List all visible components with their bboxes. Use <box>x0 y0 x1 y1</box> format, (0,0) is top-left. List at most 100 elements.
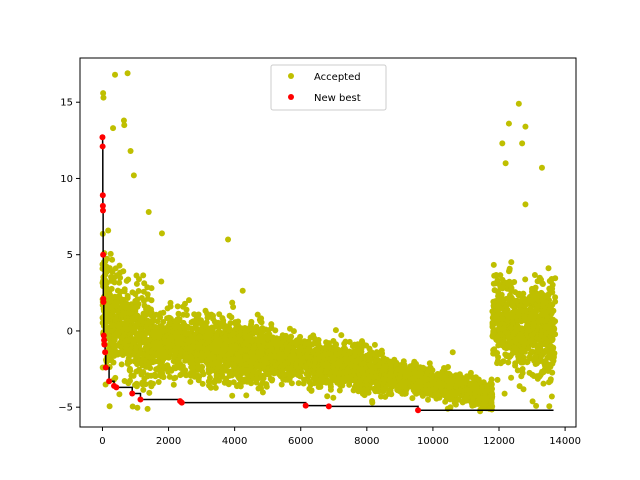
accepted-point <box>268 346 275 353</box>
accepted-point <box>251 344 258 351</box>
accepted-point <box>211 318 218 325</box>
accepted-point <box>140 386 147 393</box>
accepted-point <box>128 326 135 333</box>
accepted-point <box>184 345 191 352</box>
accepted-point <box>342 338 349 345</box>
accepted-point <box>438 387 445 394</box>
accepted-point <box>120 268 127 275</box>
accepted-point <box>163 349 170 356</box>
accepted-point <box>116 279 123 286</box>
accepted-point <box>133 280 140 287</box>
accepted-point <box>545 265 552 272</box>
accepted-point <box>254 349 261 356</box>
accepted-point <box>315 379 322 386</box>
accepted-point <box>145 304 152 311</box>
accepted-point <box>190 364 197 371</box>
accepted-point <box>536 373 543 380</box>
accepted-point <box>196 373 203 380</box>
accepted-point <box>332 341 339 348</box>
accepted-point <box>167 334 174 341</box>
accepted-point <box>322 344 329 351</box>
accepted-point <box>348 376 355 383</box>
accepted-point <box>186 297 192 304</box>
accepted-point <box>129 317 136 323</box>
accepted-point <box>360 360 367 367</box>
accepted-point <box>219 372 226 379</box>
accepted-point <box>174 303 181 310</box>
accepted-point <box>458 379 465 386</box>
accepted-point <box>198 317 204 324</box>
accepted-point <box>129 403 136 410</box>
accepted-point <box>426 387 432 393</box>
accepted-point <box>327 386 334 393</box>
accepted-point <box>99 315 106 321</box>
accepted-point <box>367 361 374 368</box>
accepted-point <box>250 355 257 362</box>
accepted-point <box>474 400 481 407</box>
accepted-point <box>257 374 264 381</box>
accepted-point <box>144 373 151 380</box>
accepted-point <box>549 289 556 296</box>
accepted-point <box>482 392 488 399</box>
accepted-point <box>218 322 225 329</box>
accepted-point <box>231 336 238 343</box>
accepted-point <box>394 366 401 373</box>
accepted-point <box>132 358 139 365</box>
accepted-point <box>237 337 244 344</box>
accepted-point <box>243 353 250 360</box>
accepted-point <box>389 381 396 388</box>
accepted-point <box>193 351 200 358</box>
accepted-point <box>137 317 144 324</box>
accepted-point <box>125 309 132 316</box>
accepted-point <box>442 398 449 405</box>
accepted-point <box>373 379 380 386</box>
accepted-point <box>302 340 309 347</box>
accepted-point <box>194 362 201 368</box>
accepted-point <box>286 375 293 382</box>
accepted-point <box>166 320 173 327</box>
accepted-point <box>132 382 138 388</box>
accepted-point <box>359 340 366 347</box>
accepted-point <box>274 346 280 353</box>
accepted-point <box>325 350 332 357</box>
accepted-point <box>508 374 515 381</box>
accepted-point <box>139 381 146 388</box>
accepted-point <box>488 376 495 383</box>
accepted-point <box>236 354 243 361</box>
accepted-point <box>508 259 515 266</box>
accepted-point <box>172 374 179 381</box>
accepted-point <box>381 356 388 363</box>
accepted-point <box>123 277 130 284</box>
accepted-point <box>511 279 518 285</box>
accepted-point <box>221 367 228 374</box>
accepted-point <box>369 399 376 406</box>
accepted-point <box>307 334 314 341</box>
accepted-point <box>532 354 539 361</box>
accepted-point <box>141 280 148 287</box>
accepted-point <box>282 332 289 339</box>
accepted-point <box>229 299 236 306</box>
accepted-point <box>110 341 117 347</box>
accepted-point <box>551 319 557 326</box>
accepted-point <box>290 349 296 356</box>
accepted-point <box>140 351 147 358</box>
accepted-point <box>112 330 119 337</box>
accepted-point <box>112 316 119 323</box>
accepted-point <box>189 343 196 350</box>
accepted-point <box>388 365 394 372</box>
accepted-point <box>285 343 292 350</box>
accepted-point <box>315 340 322 347</box>
accepted-point <box>297 333 304 340</box>
accepted-point <box>221 341 228 348</box>
accepted-point <box>133 347 139 354</box>
accepted-point <box>155 379 162 385</box>
accepted-point <box>522 276 529 283</box>
accepted-point <box>121 378 128 384</box>
accepted-point <box>103 291 110 298</box>
accepted-point <box>371 341 378 348</box>
accepted-point <box>140 310 147 317</box>
accepted-point <box>178 371 185 377</box>
accepted-point <box>255 385 262 392</box>
accepted-point <box>143 345 150 352</box>
accepted-point <box>200 371 207 378</box>
